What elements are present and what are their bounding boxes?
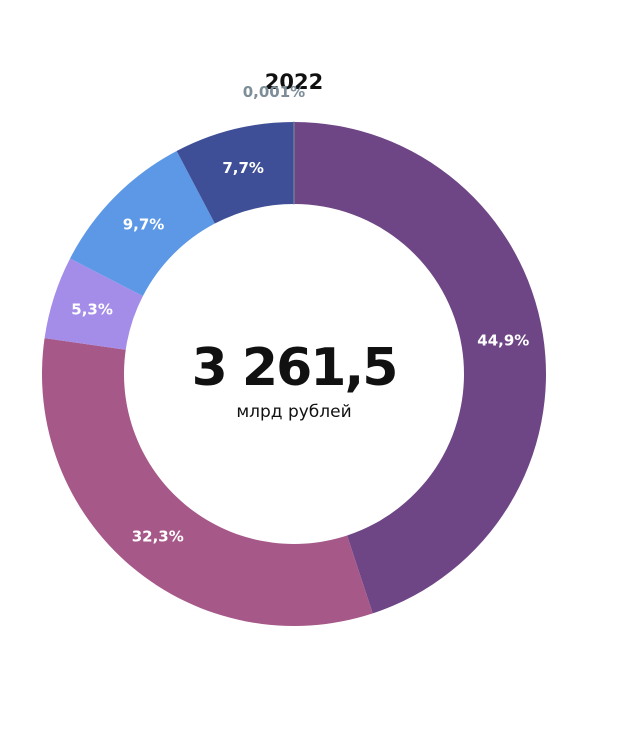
- donut-slice-0: [294, 122, 547, 614]
- donut-slice-3: [70, 150, 215, 297]
- donut-slice-2: [44, 258, 143, 350]
- slice-label-5: 0,001%: [243, 83, 305, 101]
- chart-title: 2022: [264, 70, 324, 94]
- slice-label-2: 5,3%: [71, 300, 113, 318]
- slice-label-4: 7,7%: [222, 159, 264, 177]
- center-total-value: 3 261,5: [192, 338, 397, 398]
- donut-slices: [41, 121, 547, 626]
- slice-label-3: 9,7%: [123, 216, 165, 234]
- center-unit-label: млрд рублей: [236, 402, 351, 422]
- slice-label-0: 44,9%: [477, 331, 529, 349]
- donut-slice-4: [176, 122, 294, 224]
- donut-slice-1: [41, 338, 373, 626]
- donut-labels: 44,9% 32,3% 5,3% 9,7% 7,7% 0,001%: [71, 83, 529, 545]
- slice-label-1: 32,3%: [132, 527, 184, 545]
